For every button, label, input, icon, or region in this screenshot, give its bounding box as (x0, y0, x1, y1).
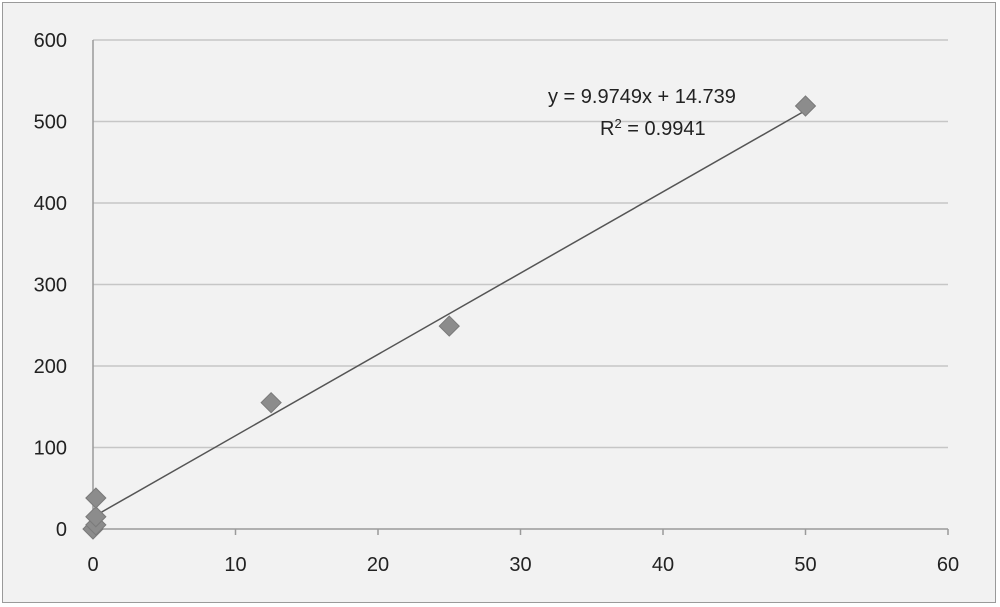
y-tick-label: 400 (34, 193, 67, 215)
trendline-equation: y = 9.9749x + 14.739 (548, 86, 736, 108)
data-point-marker (260, 391, 282, 414)
y-tick-label: 500 (34, 112, 67, 134)
y-tick-label: 100 (34, 438, 67, 460)
data-point-marker (794, 95, 817, 117)
r-squared-label: R2 = 0.9941 (600, 116, 706, 141)
y-tick-label: 0 (56, 519, 67, 541)
gridlines (93, 39, 948, 449)
y-tick-label: 300 (34, 275, 67, 297)
data-points (82, 95, 817, 540)
axes (92, 40, 949, 535)
x-tick-label: 20 (367, 554, 389, 576)
data-point-marker (438, 315, 460, 337)
x-tick-label: 0 (87, 554, 98, 576)
data-point-marker (85, 506, 107, 528)
x-tick-label: 60 (937, 554, 959, 576)
y-tick-labels: 0 100 200 300 400 500 600 (34, 30, 67, 541)
x-tick-labels: 0 10 20 30 40 50 60 (87, 554, 959, 576)
x-tick-label: 30 (509, 554, 531, 576)
trendline (92, 109, 806, 518)
x-tick-label: 40 (652, 554, 674, 576)
x-tick-label: 10 (224, 554, 246, 576)
x-tick-label: 50 (794, 554, 816, 576)
y-tick-label: 200 (34, 356, 67, 378)
data-point-marker (85, 487, 107, 509)
y-tick-label: 600 (34, 30, 67, 52)
